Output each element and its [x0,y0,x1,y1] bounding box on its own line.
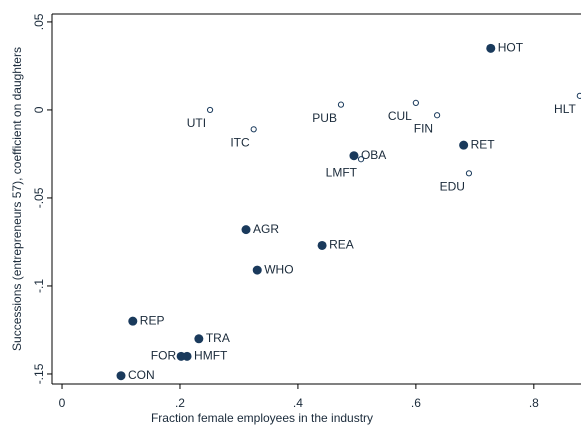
point [349,151,359,161]
point-label: PUB [312,111,337,125]
y-tick-label: -.05 [32,187,46,208]
point-label: WHO [264,262,293,276]
point-label: CON [128,368,155,382]
point-label: OBA [361,148,386,162]
hollow-point [465,170,473,177]
y-tick-label: .05 [32,13,46,30]
point-label: UTI [187,116,206,130]
y-axis-title: Successions (entrepreneurs 57), coeffici… [10,47,24,351]
point-label: ITC [230,135,250,149]
point-label: REA [329,238,354,252]
point-label: REP [140,313,165,327]
point [317,240,327,250]
y-tick-label: 0 [32,106,46,113]
y-tick-label: -.15 [32,363,46,384]
point-label: LMFT [326,165,358,179]
y-tick-label: -.1 [32,279,46,293]
hollow-point [206,106,214,114]
point-label: HLT [554,102,576,116]
point-label: FOR [151,349,177,363]
point [486,43,496,53]
hollow-point [337,101,345,108]
point-label: AGR [253,222,279,236]
point [241,225,251,235]
point-label: CUL [388,109,412,123]
hollow-point [357,156,365,163]
x-tick-label: .6 [411,396,421,410]
point [194,334,204,344]
point [116,371,126,381]
point [128,316,138,326]
point-label: FIN [414,121,433,135]
hollow-point [576,92,581,99]
point [459,140,469,150]
hollow-point [250,126,257,133]
hollow-point [434,112,441,119]
point-label: RET [471,137,496,151]
point-label: TRA [206,331,230,345]
x-tick-label: 0 [59,396,66,410]
point [252,265,262,275]
x-tick-label: .2 [175,396,185,410]
x-axis-title: Fraction female employees in the industr… [151,411,373,425]
hollow-point [412,99,419,106]
x-tick-label: .8 [529,396,539,410]
x-tick-label: .4 [293,396,303,410]
point [182,351,192,361]
point-label: HOT [498,40,524,54]
point-label: HMFT [194,349,228,363]
point-label: EDU [440,179,465,193]
